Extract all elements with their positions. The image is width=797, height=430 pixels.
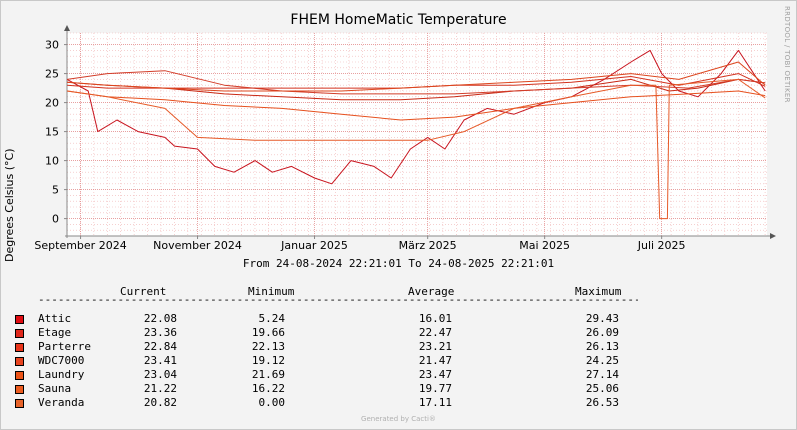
legend-separator: ----------------------------------------… [38,293,638,306]
legend-current-value: 22.08 [143,312,177,325]
x-tick-label: März 2025 [399,239,457,252]
series-line-etage [67,78,766,101]
legend-series-name: Laundry [38,368,85,381]
legend-swatch [15,385,24,394]
legend-minimum-value: 0.00 [258,396,286,409]
legend-header-minimum: Minimum [248,285,295,298]
legend-header-average: Average [408,285,455,298]
legend-swatch [15,329,24,338]
y-tick-label: 5 [52,184,59,197]
legend-row: Etage 23.36 19.66 22.47 26.09 [0,326,797,340]
legend-maximum-value: 26.53 [585,396,619,409]
legend-header-current: Current [120,285,167,298]
legend-current-value: 22.84 [143,340,177,353]
y-tick-label: 10 [45,155,59,168]
legend-maximum-value: 27.14 [585,368,619,381]
legend-maximum-value: 24.25 [585,354,619,367]
chart-plot: 0 5 10 15 20 25 30 September 2024 November 2024 J… [34,25,776,252]
legend-minimum-value: 19.66 [251,326,285,339]
legend-series-name: Sauna [38,382,72,395]
legend-series-name: Veranda [38,396,85,409]
legend-row: Laundry 23.04 21.69 23.47 27.14 [0,368,797,382]
footer-credit: Generated by Cacti® [361,415,436,423]
legend-row: Attic 22.08 5.24 16.01 29.43 [0,312,797,326]
legend-series-name: Parterre [38,340,91,353]
legend-average-value: 23.47 [418,368,452,381]
legend-current-value: 23.36 [143,326,177,339]
series-line-laundry [67,61,766,92]
y-tick-label: 20 [45,97,59,110]
legend-row: Parterre 22.84 22.13 23.21 26.13 [0,340,797,354]
y-axis-arrow [64,25,70,31]
legend-header-maximum: Maximum [575,285,622,298]
x-tick-label: Januar 2025 [280,239,348,252]
y-tick-label: 30 [45,39,59,52]
legend-average-value: 16.01 [418,312,452,325]
legend-series-name: WDC7000 [38,354,85,367]
legend-maximum-value: 26.09 [585,326,619,339]
legend-row: Veranda 20.82 0.00 17.11 26.53 [0,396,797,410]
legend-maximum-value: 26.13 [585,340,619,353]
x-tick-label: November 2024 [153,239,242,252]
series-line-wdc7000 [67,70,766,95]
legend-maximum-value: 25.06 [585,382,619,395]
x-tick-label: Mai 2025 [519,239,570,252]
legend-current-value: 21.22 [143,382,177,395]
legend-current-value: 20.82 [143,396,177,409]
legend-minimum-value: 16.22 [251,382,285,395]
legend-current-value: 23.41 [143,354,177,367]
series-line-veranda [67,78,766,220]
legend-average-value: 21.47 [418,354,452,367]
legend-minimum-value: 19.12 [251,354,285,367]
legend-row: WDC7000 23.41 19.12 21.47 24.25 [0,354,797,368]
x-tick-label: September 2024 [34,239,126,252]
legend-swatch [15,357,24,366]
series-line-sauna [67,90,766,121]
legend-average-value: 17.11 [418,396,452,409]
x-tick-label: Juli 2025 [637,239,686,252]
y-tick-label: 0 [52,213,59,226]
legend-swatch [15,315,24,324]
legend-row: Sauna 21.22 16.22 19.77 25.06 [0,382,797,396]
y-tick-label: 15 [45,126,59,139]
legend-maximum-value: 29.43 [585,312,619,325]
legend-minimum-value: 22.13 [251,340,285,353]
rrdtool-watermark: RRDTOOL / TOBI OETIKER [783,6,791,103]
legend-minimum-value: 21.69 [251,368,285,381]
chart-title: FHEM HomeMatic Temperature [290,12,507,28]
y-tick-label: 25 [45,68,59,81]
legend-swatch [15,399,24,408]
legend-series-name: Attic [38,312,72,325]
legend-current-value: 23.04 [143,368,177,381]
legend-average-value: 23.21 [418,340,452,353]
legend-average-value: 19.77 [418,382,452,395]
legend-swatch [15,371,24,380]
plot-area [67,33,767,236]
legend-series-name: Etage [38,326,72,339]
legend-average-value: 22.47 [418,326,452,339]
x-axis-arrow [770,233,776,239]
series-line-attic [66,49,766,185]
legend-swatch [15,343,24,352]
date-range-text: From 24-08-2024 22:21:01 To 24-08-2025 2… [242,257,555,270]
legend-minimum-value: 5.24 [258,312,286,325]
